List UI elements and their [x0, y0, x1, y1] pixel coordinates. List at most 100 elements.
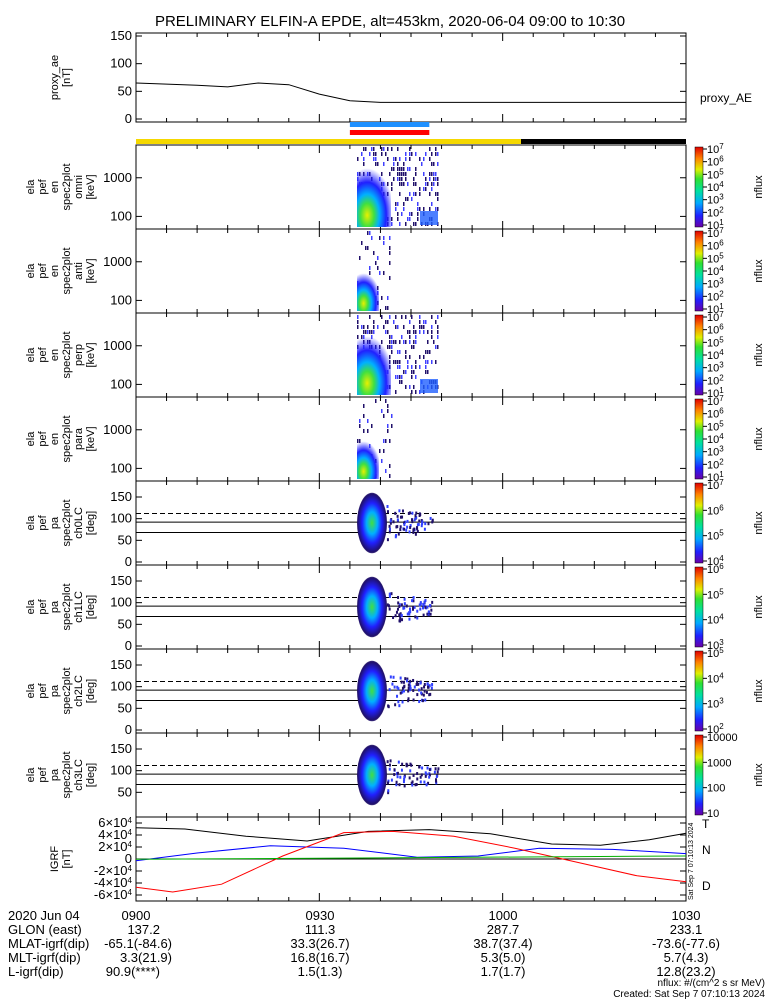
spectrogram-pixel: [391, 335, 393, 339]
spectrogram-pixel: [409, 315, 411, 319]
spectrogram-pixel: [411, 197, 413, 201]
spectrogram-pixel: [413, 340, 415, 344]
spectrogram-pixel: [403, 167, 405, 171]
spectrogram-pixel: [437, 345, 439, 349]
pitch-angle-pixel: [395, 783, 398, 787]
pitch-angle-pixel: [396, 514, 399, 518]
ylabel-line: ch2LC: [73, 675, 85, 707]
ylabel-anti: ela pef en spec2plot anti [keV]: [25, 247, 97, 294]
pitch-angle-pixel: [403, 777, 406, 781]
pitch-angle-pixel: [399, 676, 402, 680]
panel-ch1LC: ela pef pa spec2plot ch1LC [deg]0501001501031…: [25, 562, 765, 653]
pitch-angle-ch2LC: [136, 660, 686, 722]
spectrogram-pixel: [373, 251, 375, 255]
pitch-angle-pixel: [386, 760, 389, 764]
pitch-angle-pixel: [428, 684, 431, 688]
ylabel-line: ela: [25, 767, 37, 783]
pitch-angle-pixel: [416, 609, 419, 613]
spectrogram-pixel: [423, 187, 425, 191]
ytick-label: 150: [110, 741, 132, 756]
pitch-angle-ch3LC: [136, 744, 686, 806]
pitch-angle-pixel: [413, 685, 416, 689]
spectrogram-pixel: [405, 315, 407, 319]
pitch-angle-pixel: [386, 504, 389, 508]
spectrogram-pixel: [399, 375, 401, 379]
spectrogram-pixel: [437, 207, 439, 211]
spectrogram-pixel: [415, 152, 417, 156]
ylabel-line: spec2plot: [61, 163, 73, 210]
ylabel-line: [deg]: [85, 511, 97, 535]
spectrogram-pixel: [397, 147, 399, 151]
spectrogram-pixel: [429, 177, 431, 181]
spectrogram-pixel: [387, 330, 389, 334]
spectrogram-pixel: [377, 325, 379, 329]
spectrogram-pixel: [431, 325, 433, 329]
pitch-angle-pixel: [426, 682, 429, 686]
spectrogram-pixel: [429, 172, 431, 176]
pitch-angle-pixel: [398, 704, 401, 708]
spectrogram-pixel: [413, 182, 415, 186]
pitch-angle-pixel: [387, 791, 390, 795]
spectrogram-pixel: [383, 236, 385, 240]
spectrogram-pixel: [377, 266, 379, 270]
spectrogram-pixel: [411, 390, 413, 394]
spectrogram-pixel: [425, 320, 427, 324]
spectrogram-pixel: [381, 152, 383, 156]
spectrogram-pixel: [411, 212, 413, 216]
spectrogram-pixel: [377, 256, 379, 260]
spectrogram-pixel: [363, 147, 365, 151]
spectrogram-pixel: [393, 177, 395, 181]
pitch-angle-pixel: [435, 774, 438, 778]
spectrogram-pixel: [381, 251, 383, 255]
ylabel-line: pef: [37, 262, 49, 278]
pitch-angle-pixel: [423, 604, 426, 608]
pitch-angle-pixel: [398, 605, 401, 609]
spectrogram-pixel: [375, 261, 377, 265]
pitch-angle-pixel: [429, 692, 432, 696]
spectrogram-pixel: [365, 246, 367, 250]
spectrogram-pixel: [391, 217, 393, 221]
figure-title: PRELIMINARY ELFIN-A EPDE, alt=453km, 202…: [155, 13, 625, 30]
spectrogram-pixel: [383, 162, 385, 166]
spectrogram-pixel: [431, 345, 433, 349]
spectrogram-pixel: [391, 414, 393, 418]
pitch-angle-pixel: [404, 677, 407, 681]
spectrogram-pixel: [407, 207, 409, 211]
ylabel-line: pa: [49, 684, 61, 697]
pitch-angle-pixel: [397, 595, 400, 599]
spectrogram-pixel: [357, 325, 359, 329]
pitch-angle-pixel: [388, 688, 391, 692]
spectrogram-pixel: [415, 375, 417, 379]
colorbar-ramp: [694, 734, 704, 816]
spectrogram-pixel: [401, 197, 403, 201]
colorbar-ramp: [694, 566, 704, 648]
ylabel-line: en: [49, 349, 61, 361]
spectrogram-pixel: [391, 187, 393, 191]
pitch-angle-pixel: [409, 769, 412, 773]
spectrogram-pixel: [407, 330, 409, 334]
panel-ch3LC: ela pef pa spec2plot ch3LC [deg] 50 100 150 10 100…: [25, 732, 765, 820]
spectrogram-pixel: [413, 207, 415, 211]
spectrogram-pixel: [411, 182, 413, 186]
pitch-angle-pixel: [386, 538, 389, 542]
colorbar-tick-label: 103: [707, 697, 724, 711]
colorbar-tick-label: 10000: [707, 732, 738, 744]
pitch-angle-pixel: [398, 603, 401, 607]
spectrogram-pixel: [361, 434, 363, 438]
ytick-label: 1000: [103, 170, 132, 185]
spectrogram-pixel: [419, 212, 421, 216]
ytick-label: 1000: [103, 422, 132, 437]
pitch-angle-pixel: [389, 519, 392, 523]
spectrogram-pixel: [437, 197, 439, 201]
spectrogram-pixel: [417, 212, 419, 216]
panel-frame: [135, 32, 687, 123]
spectrogram-pixel: [399, 172, 401, 176]
units-footnote: nflux: #/(cm^2 s sr MeV): [658, 978, 766, 989]
spectrogram-pixel: [383, 449, 385, 453]
spectrogram-pixel: [387, 147, 389, 151]
spectrogram-pixel: [407, 315, 409, 319]
spectrogram-pixel: [415, 390, 417, 394]
pitch-angle-pixel: [393, 768, 396, 772]
pitch-angle-pixel: [402, 606, 405, 610]
pitch-angle-pixel: [399, 528, 402, 532]
